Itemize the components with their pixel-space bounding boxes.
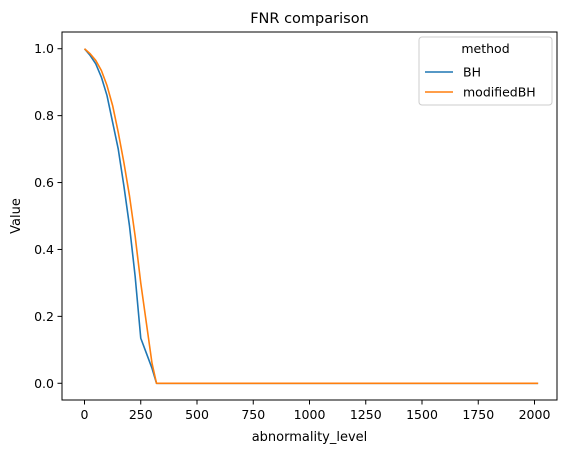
x-tick-label: 250 <box>129 407 153 422</box>
y-tick-label: 0.4 <box>34 242 54 257</box>
x-tick-label: 0 <box>81 407 89 422</box>
x-axis-ticks: 0 250 500 750 1000 1250 1500 1750 2000 <box>81 400 551 422</box>
y-tick-label: 0.2 <box>34 309 54 324</box>
y-axis-ticks: 0.0 0.2 0.4 0.6 0.8 1.0 <box>34 41 62 391</box>
y-tick-label: 0.8 <box>34 108 54 123</box>
x-tick-label: 500 <box>185 407 209 422</box>
series-lines <box>83 48 539 385</box>
legend: method BH modifiedBH <box>418 36 553 106</box>
x-tick-label: 1500 <box>406 407 438 422</box>
x-tick-label: 1750 <box>462 407 494 422</box>
chart-title: FNR comparison <box>250 11 369 27</box>
legend-label-bh: BH <box>463 65 481 80</box>
y-tick-label: 0.6 <box>34 175 54 190</box>
y-tick-label: 0.0 <box>34 376 54 391</box>
legend-title: method <box>461 41 509 56</box>
legend-label-modifiedbh: modifiedBH <box>463 85 536 100</box>
x-tick-label: 1250 <box>350 407 382 422</box>
x-tick-label: 1000 <box>294 407 326 422</box>
x-axis-label: abnormality_level <box>252 430 368 445</box>
legend-box <box>418 36 553 106</box>
y-tick-label: 1.0 <box>34 41 54 56</box>
y-axis-label: Value <box>9 198 24 234</box>
series-line-modifiedbh <box>83 48 539 385</box>
x-tick-label: 2000 <box>519 407 551 422</box>
x-tick-label: 750 <box>241 407 265 422</box>
